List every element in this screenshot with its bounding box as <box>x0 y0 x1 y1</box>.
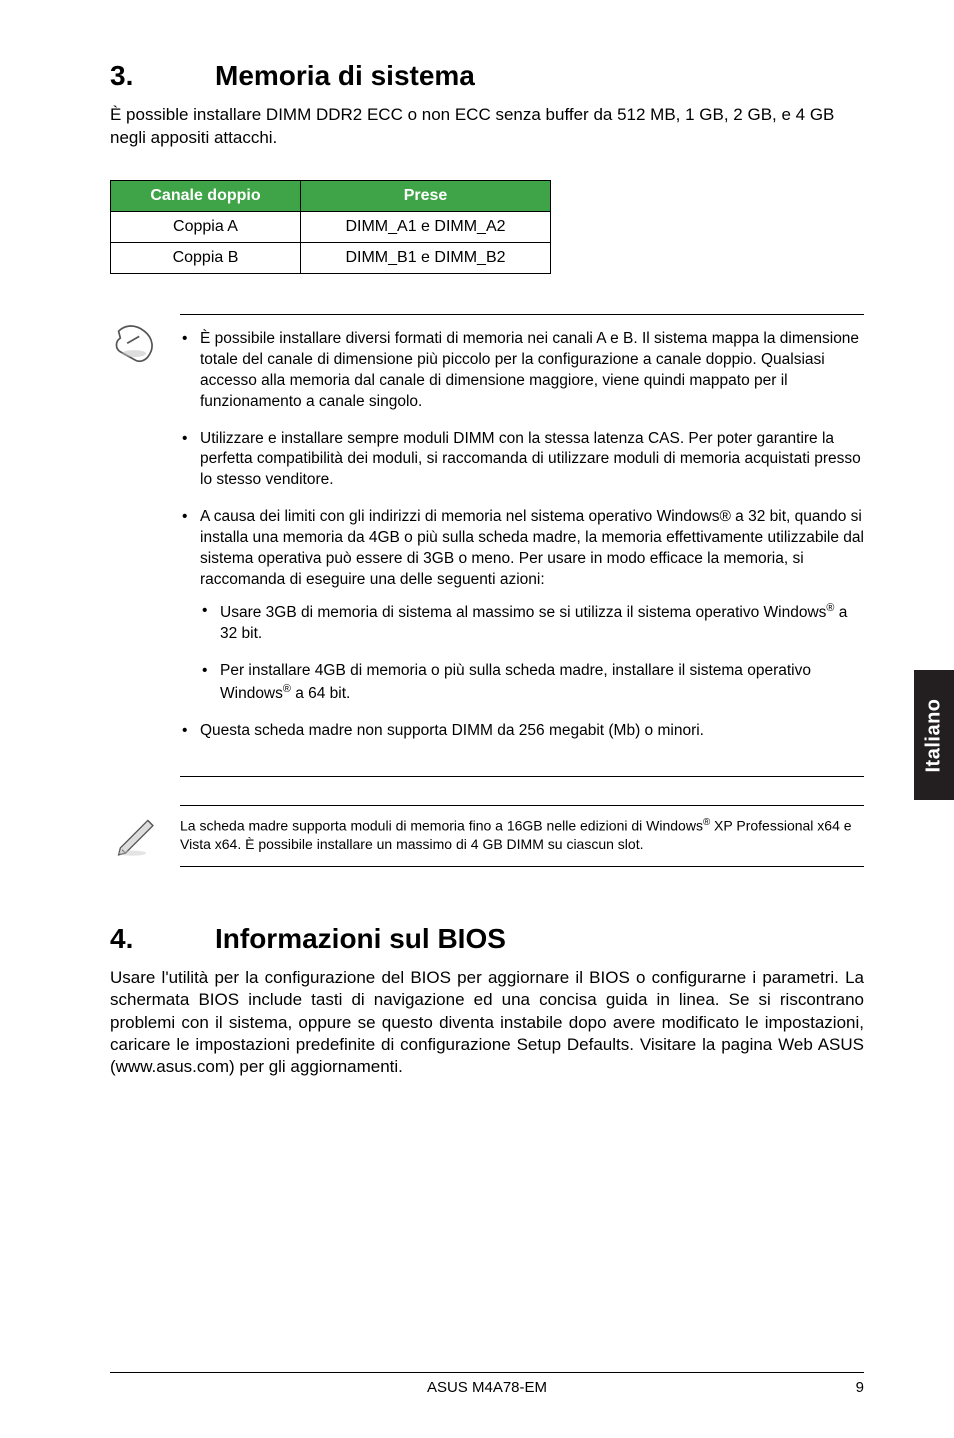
hand-note-block: È possibile installare diversi formati d… <box>110 314 864 777</box>
table-cell: Coppia B <box>111 242 301 273</box>
section3-heading: 3. Memoria di sistema <box>110 60 864 92</box>
registered-mark: ® <box>283 683 291 695</box>
section4-title: Informazioni sul BIOS <box>215 923 506 955</box>
footer-page-number: 9 <box>824 1379 864 1396</box>
note-bullet: Questa scheda madre non supporta DIMM da… <box>200 721 864 742</box>
note-bullet: A causa dei limiti con gli indirizzi di … <box>200 507 864 705</box>
note-bullet: È possibile installare diversi formati d… <box>200 329 864 413</box>
channel-table: Canale doppio Prese Coppia A DIMM_A1 e D… <box>110 180 551 274</box>
section3-title: Memoria di sistema <box>215 60 475 92</box>
spacer <box>110 895 864 923</box>
section4-number: 4. <box>110 923 215 955</box>
language-side-tab: Italiano <box>914 670 954 800</box>
note-bullet: Utilizzare e installare sempre moduli DI… <box>200 429 864 492</box>
table-cell: DIMM_B1 e DIMM_B2 <box>301 242 551 273</box>
section4-intro: Usare l'utilità per la configurazione de… <box>110 967 864 1077</box>
note-bullet-text: A causa dei limiti con gli indirizzi di … <box>200 508 864 588</box>
pencil-icon <box>110 805 180 867</box>
pencil-note-body: La scheda madre supporta moduli di memor… <box>180 805 864 867</box>
table-row: Coppia A DIMM_A1 e DIMM_A2 <box>111 211 551 242</box>
language-label: Italiano <box>923 698 946 772</box>
section4-heading: 4. Informazioni sul BIOS <box>110 923 864 955</box>
table-header-sockets: Prese <box>301 180 551 211</box>
footer-model: ASUS M4A78-EM <box>150 1379 824 1396</box>
note-sub-bullet: Per installare 4GB di memoria o più sull… <box>220 661 864 705</box>
section3-number: 3. <box>110 60 215 92</box>
table-header-channel: Canale doppio <box>111 180 301 211</box>
page: 3. Memoria di sistema È possible install… <box>0 0 954 1438</box>
table-row: Coppia B DIMM_B1 e DIMM_B2 <box>111 242 551 273</box>
page-footer: ASUS M4A78-EM 9 <box>110 1372 864 1396</box>
table-header-row: Canale doppio Prese <box>111 180 551 211</box>
table-cell: Coppia A <box>111 211 301 242</box>
section3-intro: È possible installare DIMM DDR2 ECC o no… <box>110 104 864 150</box>
table-cell: DIMM_A1 e DIMM_A2 <box>301 211 551 242</box>
hand-note-body: È possibile installare diversi formati d… <box>180 314 864 777</box>
note-sub-bullet: Usare 3GB di memoria di sistema al massi… <box>220 601 864 645</box>
hand-icon <box>110 314 180 777</box>
pencil-note-block: La scheda madre supporta moduli di memor… <box>110 805 864 867</box>
